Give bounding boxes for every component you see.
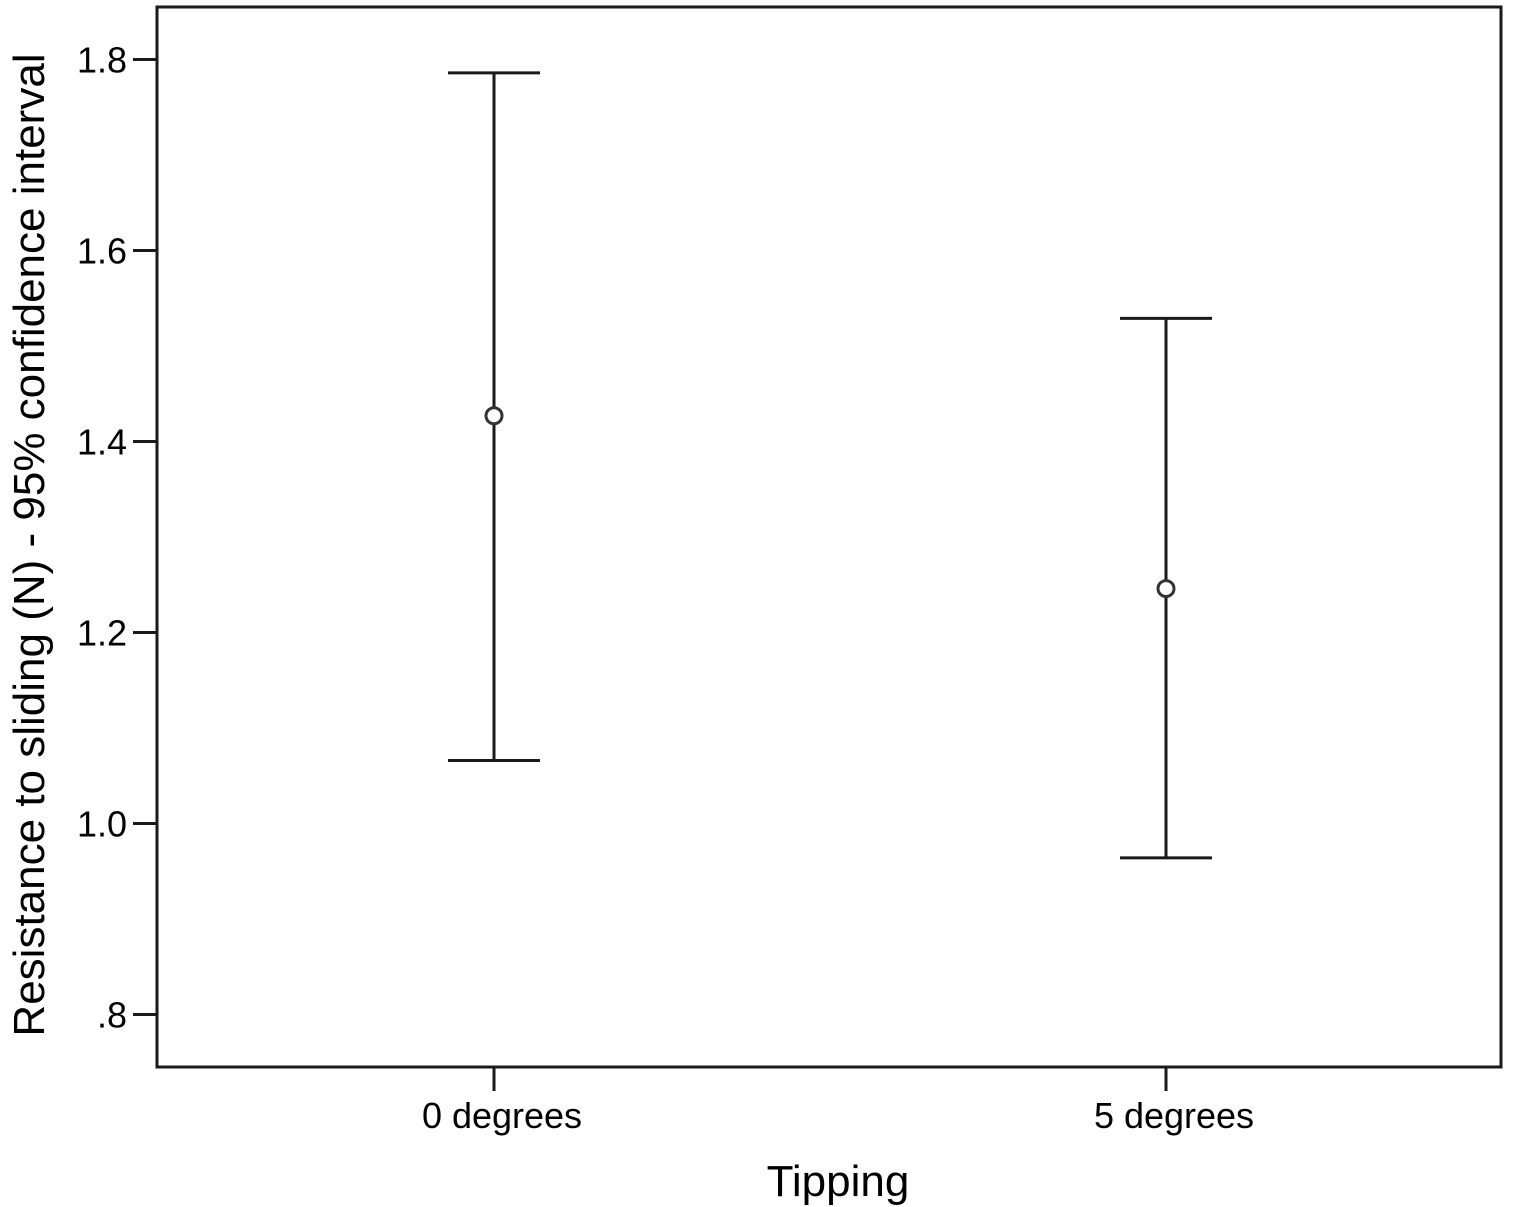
y-tick-label: 1.2: [77, 612, 127, 653]
mean-marker: [484, 406, 504, 426]
y-axis: .8 1.0 1.2 1.4 1.6 1.8: [77, 40, 157, 1035]
error-bars: [448, 71, 1212, 860]
y-tick-label: .8: [97, 994, 127, 1035]
x-axis: 0 degrees 5 degrees: [422, 1067, 1254, 1136]
plot-frame: [155, 5, 1503, 1069]
y-tick-label: 1.4: [77, 422, 127, 463]
y-tick-label: 1.6: [77, 231, 127, 272]
y-axis-title: Resistance to sliding (N) - 95% confiden…: [5, 53, 54, 1036]
x-tick-label: 0 degrees: [422, 1095, 582, 1136]
x-tick-label: 5 degrees: [1094, 1095, 1254, 1136]
y-tick-label: 1.0: [77, 803, 127, 844]
x-axis-title: Tipping: [767, 1157, 910, 1206]
y-tick-label: 1.8: [77, 40, 127, 81]
mean-marker: [1156, 579, 1176, 599]
